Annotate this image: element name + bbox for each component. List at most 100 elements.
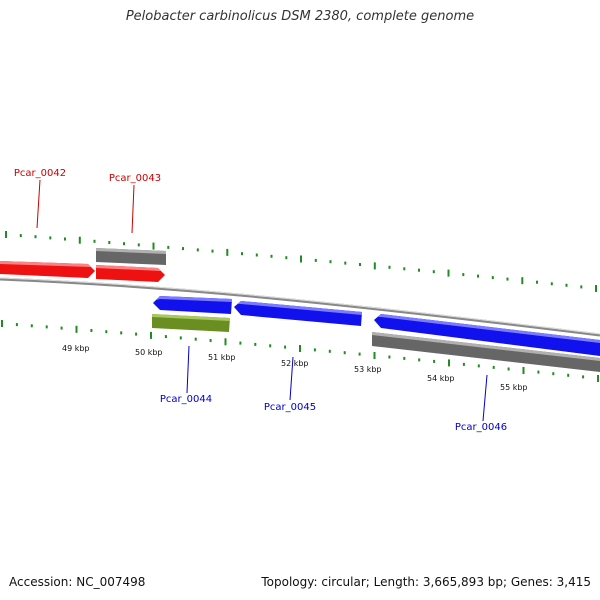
minor-tick — [403, 267, 406, 271]
minor-tick — [580, 285, 583, 289]
minor-tick — [239, 341, 242, 345]
minor-tick — [388, 265, 391, 269]
kbp-label: 55 kbp — [500, 383, 528, 392]
minor-tick — [135, 332, 138, 336]
major-tick — [5, 231, 7, 238]
kbp-label: 51 kbp — [208, 353, 236, 362]
minor-tick — [285, 256, 288, 260]
major-tick — [521, 277, 524, 285]
minor-tick — [241, 252, 243, 256]
minor-tick — [196, 248, 199, 252]
major-tick — [75, 325, 78, 333]
gene-label-pcar-0043[interactable]: Pcar_0043 — [109, 173, 161, 184]
major-tick — [224, 338, 227, 346]
minor-tick — [284, 345, 287, 349]
minor-tick — [462, 362, 465, 366]
minor-tick — [552, 372, 555, 376]
minor-tick — [137, 243, 140, 247]
minor-tick — [507, 367, 510, 371]
major-tick — [595, 285, 597, 292]
minor-tick — [270, 254, 273, 258]
minor-tick — [329, 260, 332, 264]
minor-tick — [123, 242, 125, 246]
forward-gene-arrow-highlight — [96, 265, 161, 271]
minor-tick — [167, 245, 170, 249]
major-tick — [226, 248, 229, 256]
minor-tick — [49, 236, 52, 240]
minor-tick — [90, 329, 93, 332]
minor-tick — [211, 249, 214, 253]
minor-tick — [344, 261, 347, 265]
minor-tick — [567, 373, 570, 377]
minor-tick — [506, 277, 509, 281]
genome-backbone — [0, 277, 600, 337]
minor-tick — [433, 359, 436, 363]
kbp-label: 54 kbp — [427, 374, 455, 383]
reverse-gene-arrow-pcar-0046[interactable] — [374, 314, 600, 356]
minor-tick — [462, 273, 465, 277]
gene-label-pcar-0046[interactable]: Pcar_0046 — [455, 422, 507, 433]
major-tick — [78, 236, 81, 244]
reverse-gene-box-highlight — [372, 332, 600, 361]
outer-tick-track — [5, 231, 597, 292]
minor-tick — [105, 330, 108, 334]
minor-tick — [93, 239, 96, 243]
reverse-gene-arrow-highlight — [156, 296, 232, 302]
minor-tick — [19, 234, 22, 238]
minor-tick — [209, 339, 212, 342]
minor-tick — [60, 326, 63, 330]
minor-tick — [565, 283, 568, 287]
major-tick — [152, 242, 155, 250]
kbp-label: 52 kbp — [281, 359, 309, 368]
major-tick — [448, 359, 450, 367]
minor-tick — [164, 335, 167, 339]
forward-gene-arrow-highlight — [0, 261, 91, 267]
minor-tick — [194, 337, 197, 341]
minor-tick — [255, 253, 258, 257]
gene-label-pcar-0044[interactable]: Pcar_0044 — [160, 394, 212, 405]
major-tick — [373, 262, 376, 270]
reverse-gene-arrow-highlight — [377, 314, 600, 343]
kbp-label: 49 kbp — [62, 344, 90, 353]
minor-tick — [432, 270, 435, 274]
minor-tick — [359, 263, 361, 266]
minor-tick — [269, 344, 272, 348]
gene-label-leader — [482, 374, 488, 422]
minor-tick — [491, 276, 494, 280]
minor-tick — [64, 237, 66, 241]
gene-label-pcar-0042[interactable]: Pcar_0042 — [14, 168, 66, 179]
major-tick — [522, 367, 525, 374]
minor-tick — [108, 241, 111, 244]
inner-tick-track — [1, 320, 599, 382]
major-tick — [150, 331, 152, 339]
minor-tick — [582, 375, 585, 379]
genome-backbone-highlight — [0, 277, 600, 335]
minor-tick — [15, 323, 18, 327]
minor-tick — [179, 336, 182, 340]
major-tick — [1, 320, 3, 327]
major-tick — [300, 255, 302, 263]
reverse-gene-arrow-highlight — [237, 301, 362, 315]
kbp-label: 53 kbp — [354, 365, 382, 374]
kbp-ruler: 49 kbp 50 kbp 51 kbp 52 kbp 53 kbp 54 kb… — [62, 344, 528, 392]
forward-gene-box-highlight — [96, 248, 166, 254]
minor-tick — [30, 324, 33, 328]
major-tick — [299, 345, 301, 352]
gene-label-pcar-0045[interactable]: Pcar_0045 — [264, 402, 316, 413]
accession-label: Accession: NC_007498 — [9, 575, 146, 589]
minor-tick — [328, 349, 331, 353]
minor-tick — [388, 355, 391, 359]
minor-tick — [254, 342, 257, 346]
minor-tick — [477, 364, 480, 368]
minor-tick — [343, 351, 346, 355]
minor-tick — [34, 235, 37, 239]
minor-tick — [537, 370, 540, 374]
minor-tick — [550, 282, 553, 286]
minor-tick — [313, 348, 316, 352]
major-tick — [597, 375, 599, 382]
minor-tick — [477, 274, 479, 278]
reverse-gene-arrow-pcar-0045[interactable] — [234, 301, 362, 326]
major-tick — [447, 269, 450, 277]
minor-tick — [45, 325, 48, 329]
